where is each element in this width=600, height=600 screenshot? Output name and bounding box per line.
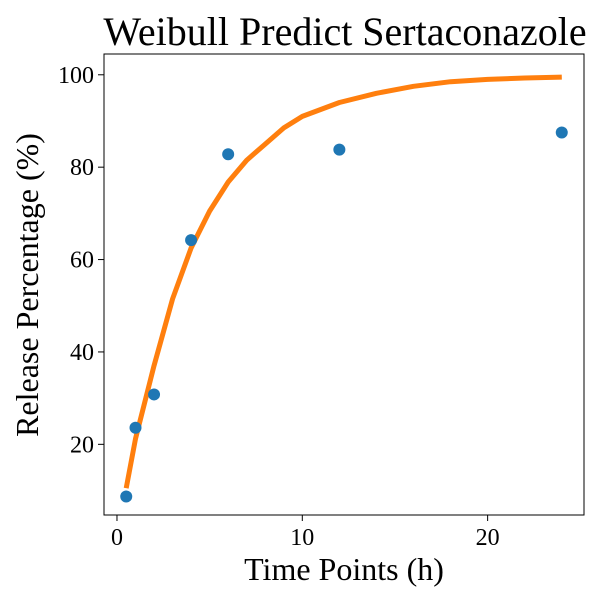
chart-title: Weibull Predict Sertaconazole [103, 9, 586, 54]
y-axis-label: Release Percentage (%) [9, 133, 45, 437]
data-point [333, 143, 346, 156]
y-tick-label: 60 [70, 248, 94, 274]
x-tick-label: 10 [290, 525, 314, 551]
plot-frame [103, 53, 585, 516]
y-tick-label: 40 [70, 340, 94, 366]
x-axis: 0 10 20 [111, 515, 500, 551]
data-point [555, 126, 568, 139]
data-point [129, 421, 142, 434]
y-tick-label: 100 [58, 63, 94, 89]
y-axis: 20 40 60 80 100 [58, 63, 104, 458]
fit-line-layer [123, 74, 562, 489]
x-tick-label: 20 [476, 525, 500, 551]
scatter-layer [120, 126, 568, 503]
data-point [185, 234, 198, 247]
fit-line [123, 74, 562, 489]
data-point [148, 388, 161, 401]
y-tick-label: 80 [70, 155, 94, 181]
y-tick-label: 20 [70, 432, 94, 458]
x-tick-label: 0 [111, 525, 123, 551]
data-point [120, 490, 133, 503]
data-point [222, 148, 235, 161]
x-axis-label: Time Points (h) [244, 551, 444, 587]
